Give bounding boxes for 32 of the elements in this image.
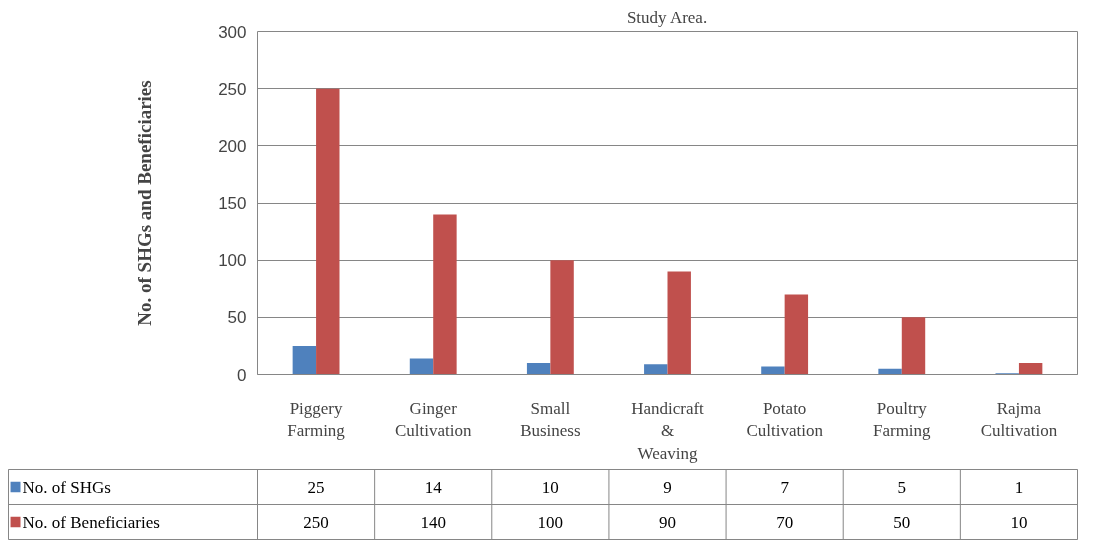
y-tick-label: 300 xyxy=(218,22,247,42)
legend-label: No. of SHGs xyxy=(22,477,111,497)
data-label: 250 xyxy=(303,512,329,532)
x-tick-label: Ginger Cultivation xyxy=(394,398,472,441)
data-label: 50 xyxy=(893,512,911,532)
legend-label: No. of Beneficiaries xyxy=(22,512,160,532)
data-label: 70 xyxy=(776,512,794,532)
x-tick-label: Small Business xyxy=(520,398,581,441)
y-tick-label: 100 xyxy=(218,251,247,271)
data-label: 25 xyxy=(307,477,325,497)
data-label: 100 xyxy=(537,512,564,532)
data-label: 10 xyxy=(1010,512,1028,532)
data-label: 10 xyxy=(541,477,559,497)
y-tick-label: 200 xyxy=(218,136,247,156)
data-label: 9 xyxy=(663,477,672,497)
x-tick-label: Potato Cultivation xyxy=(746,398,824,441)
x-tick-label: Piggery Farming xyxy=(287,398,346,441)
chart-title: Study Area. xyxy=(626,7,708,27)
data-label: 1 xyxy=(1014,477,1024,497)
data-label: 5 xyxy=(897,477,907,497)
x-tick-label: Rajma Cultivation xyxy=(980,398,1058,441)
data-label: 90 xyxy=(659,512,676,532)
x-tick-label: Handicraft & Weaving xyxy=(631,398,705,464)
data-label: 140 xyxy=(420,512,446,532)
x-tick-label: Poultry Farming xyxy=(872,398,932,441)
y-axis-title: No. of SHGs and Beneficiaries xyxy=(134,80,156,326)
y-tick-label: 50 xyxy=(227,308,247,328)
data-label: 14 xyxy=(424,477,443,497)
y-tick-label: 250 xyxy=(218,79,247,99)
data-label: 7 xyxy=(780,477,790,497)
y-tick-label: 0 xyxy=(237,365,247,385)
y-tick-label: 150 xyxy=(218,194,247,213)
